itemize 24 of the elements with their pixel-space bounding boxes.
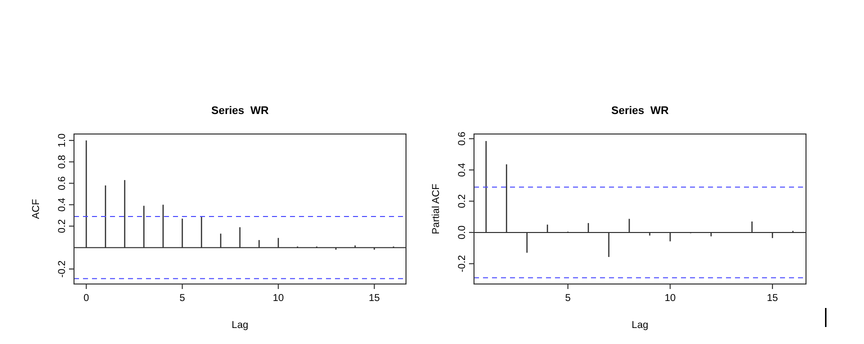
y-tick-label: 0.8 [57, 154, 68, 169]
y-axis-title: ACF [31, 199, 42, 219]
y-tick-label: 0.4 [457, 162, 468, 177]
x-axis-title: Lag [232, 320, 248, 331]
chart-title: Series WR [211, 105, 269, 117]
x-tick-label: 0 [84, 293, 90, 304]
x-tick-label: 15 [766, 293, 778, 304]
y-tick-label: 1.0 [57, 133, 68, 148]
x-tick-label: 10 [664, 293, 676, 304]
y-axis-title: Partial ACF [431, 184, 442, 234]
x-tick-label: 5 [565, 293, 572, 304]
x-tick-label: 10 [272, 293, 284, 304]
y-tick-label: 0.6 [457, 131, 468, 146]
y-tick-label: 0.2 [457, 194, 468, 208]
y-tick-label: -0.2 [457, 254, 468, 272]
y-tick-label: 0.2 [57, 218, 68, 234]
x-tick-label: 5 [180, 293, 186, 304]
y-tick-label: 0.4 [57, 197, 68, 212]
chart-title: Series WR [611, 105, 669, 117]
x-axis-title: Lag [632, 320, 648, 331]
y-tick-label: -0.2 [57, 260, 68, 278]
y-tick-label: 0.0 [457, 225, 468, 240]
x-tick-label: 15 [368, 293, 380, 304]
y-tick-label: 0.6 [57, 176, 68, 190]
